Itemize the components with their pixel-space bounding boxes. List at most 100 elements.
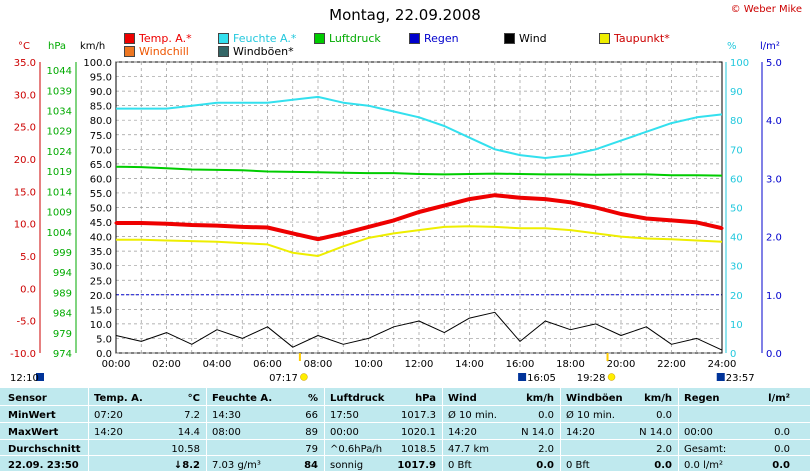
table-cell-pressure-value: 1017.3 — [401, 410, 436, 421]
table-unit-gust: km/h — [644, 393, 672, 404]
tick-label-kmh: 25.0 — [90, 276, 112, 287]
unit-hpa: hPa — [48, 41, 67, 52]
legend-windchill: Windchill — [124, 45, 189, 58]
tick-label-x: 06:00 — [253, 359, 282, 370]
table-unit-humidity: % — [307, 393, 318, 404]
legend-label: Taupunkt* — [614, 32, 670, 45]
table-cell-pressure-value: 1017.9 — [397, 460, 436, 471]
data-point-temp — [114, 221, 118, 225]
tick-label-hpa: 1004 — [47, 228, 72, 239]
table-header-rain: Regen — [684, 393, 720, 404]
tick-label-x: 02:00 — [152, 359, 181, 370]
tick-label-celsius: 15.0 — [14, 187, 36, 198]
weather-chart: 35.0 30.0 25.0 20.0 15.0 10.0 5.0 0.0 -5.0 -10.0 1… — [10, 58, 782, 384]
table-cell-gust-value: N 14.0 — [639, 427, 672, 438]
data-point-temp — [543, 197, 547, 201]
table-cell-wind-time: Ø 10 min. — [448, 410, 497, 421]
table-row-divider — [0, 405, 810, 406]
tick-label-percent: 60 — [730, 174, 743, 185]
tick-label-x: 20:00 — [607, 359, 636, 370]
data-point-temp — [670, 218, 673, 222]
table-row-divider — [0, 422, 810, 423]
unit-percent: % — [727, 41, 737, 52]
legend-dewpoint: Taupunkt* — [599, 32, 670, 45]
table-unit-wind: km/h — [526, 393, 554, 404]
legend-wind: Wind — [504, 32, 547, 45]
table-cell-wind-value: N 14.0 — [521, 427, 554, 438]
unit-kmh: km/h — [80, 41, 106, 52]
data-point-temp — [139, 221, 143, 225]
tick-label-kmh: 60.0 — [90, 174, 112, 185]
data-point-temp — [468, 197, 471, 201]
tick-label-x: 04:00 — [203, 359, 232, 370]
table-header-pressure: Luftdruck — [330, 393, 385, 404]
tick-label-hpa: 984 — [53, 309, 72, 320]
tick-label-kmh: 20.0 — [90, 291, 112, 302]
legend-pressure: Luftdruck — [314, 32, 381, 45]
tick-label-percent: 70 — [730, 145, 743, 156]
data-point-temp — [518, 196, 522, 200]
data-point-temp — [165, 222, 168, 226]
tick-label-x: 00:00 — [102, 359, 131, 370]
data-point-temp — [190, 223, 194, 227]
unit-celsius: °C — [18, 41, 30, 52]
data-point-temp — [695, 220, 699, 224]
table-cell-humidity-time: 7.03 g/m³ — [212, 460, 261, 471]
table-cell-rain-time: 0.0 l/m² — [684, 460, 723, 471]
tick-label-percent: 80 — [730, 116, 743, 127]
copyright: © Weber Mike — [730, 4, 802, 15]
table-cell-pressure-time: ^0.6hPa/h — [330, 444, 383, 455]
legend-swatch — [218, 46, 229, 57]
table-cell-pressure-time: sonnig — [330, 460, 364, 471]
tick-label-kmh: 65.0 — [90, 160, 112, 171]
table-cell-humidity-time: 14:30 — [212, 410, 241, 421]
tick-label-kmh: 45.0 — [90, 218, 112, 229]
moon-icon — [716, 373, 725, 381]
table-cell-humidity-value: 84 — [304, 460, 318, 471]
tick-label-hpa: 994 — [53, 268, 72, 279]
tick-label-celsius: 25.0 — [14, 123, 36, 134]
table-unit-temp: °C — [187, 393, 200, 404]
tick-label-kmh: 90.0 — [90, 87, 112, 98]
table-header-wind: Wind — [448, 393, 477, 404]
tick-label-x: 24:00 — [708, 359, 737, 370]
tick-label-x: 14:00 — [455, 359, 484, 370]
tick-label-celsius: -5.0 — [16, 317, 36, 328]
series-line-wind — [115, 311, 723, 351]
table-cell-temp-time: 07:20 — [94, 410, 123, 421]
data-point-temp — [493, 193, 497, 197]
tick-label-kmh: 50.0 — [90, 204, 112, 215]
sunrise-icon — [300, 373, 308, 381]
series-line-luftdruck — [115, 165, 723, 177]
tick-label-kmh: 40.0 — [90, 233, 112, 244]
tick-label-percent: 30 — [730, 262, 743, 273]
table-cell-wind-time: 0 Bft — [448, 460, 472, 471]
data-point-temp — [266, 226, 269, 230]
table-cell-temp-time: 14:20 — [94, 427, 123, 438]
tick-label-hpa: 979 — [53, 329, 72, 340]
tick-label-hpa: 1029 — [47, 127, 72, 138]
data-point-temp — [442, 204, 446, 208]
data-point-temp — [720, 226, 724, 230]
tick-label-hpa: 974 — [53, 349, 72, 360]
tick-label-kmh: 80.0 — [90, 116, 112, 127]
tick-label-celsius: 30.0 — [14, 90, 36, 101]
sunset-icon — [607, 373, 616, 381]
table-cell-humidity-value: 79 — [305, 444, 318, 455]
table-cell-temp-value: 14.4 — [177, 427, 200, 438]
legend-temp: Temp. A.* — [124, 32, 192, 45]
legend-swatch — [124, 46, 135, 57]
sun-event-time: 12:10 — [10, 373, 39, 384]
moon-icon — [518, 373, 527, 381]
legend-label: Luftdruck — [329, 32, 381, 45]
tick-label-percent: 20 — [730, 291, 743, 302]
tick-label-kmh: 0.0 — [96, 349, 112, 360]
legend-label: Windböen* — [233, 45, 294, 58]
legend-humidity: Feuchte A.* — [218, 32, 296, 45]
table-row-divider — [0, 439, 810, 440]
table-cell-rain-value: 0.0 — [774, 427, 790, 438]
table-cell-humidity-time: 08:00 — [212, 427, 241, 438]
table-header-gust: Windböen — [566, 393, 623, 404]
legend-label: Temp. A.* — [139, 32, 192, 45]
table-cell-wind-value: 2.0 — [538, 444, 554, 455]
